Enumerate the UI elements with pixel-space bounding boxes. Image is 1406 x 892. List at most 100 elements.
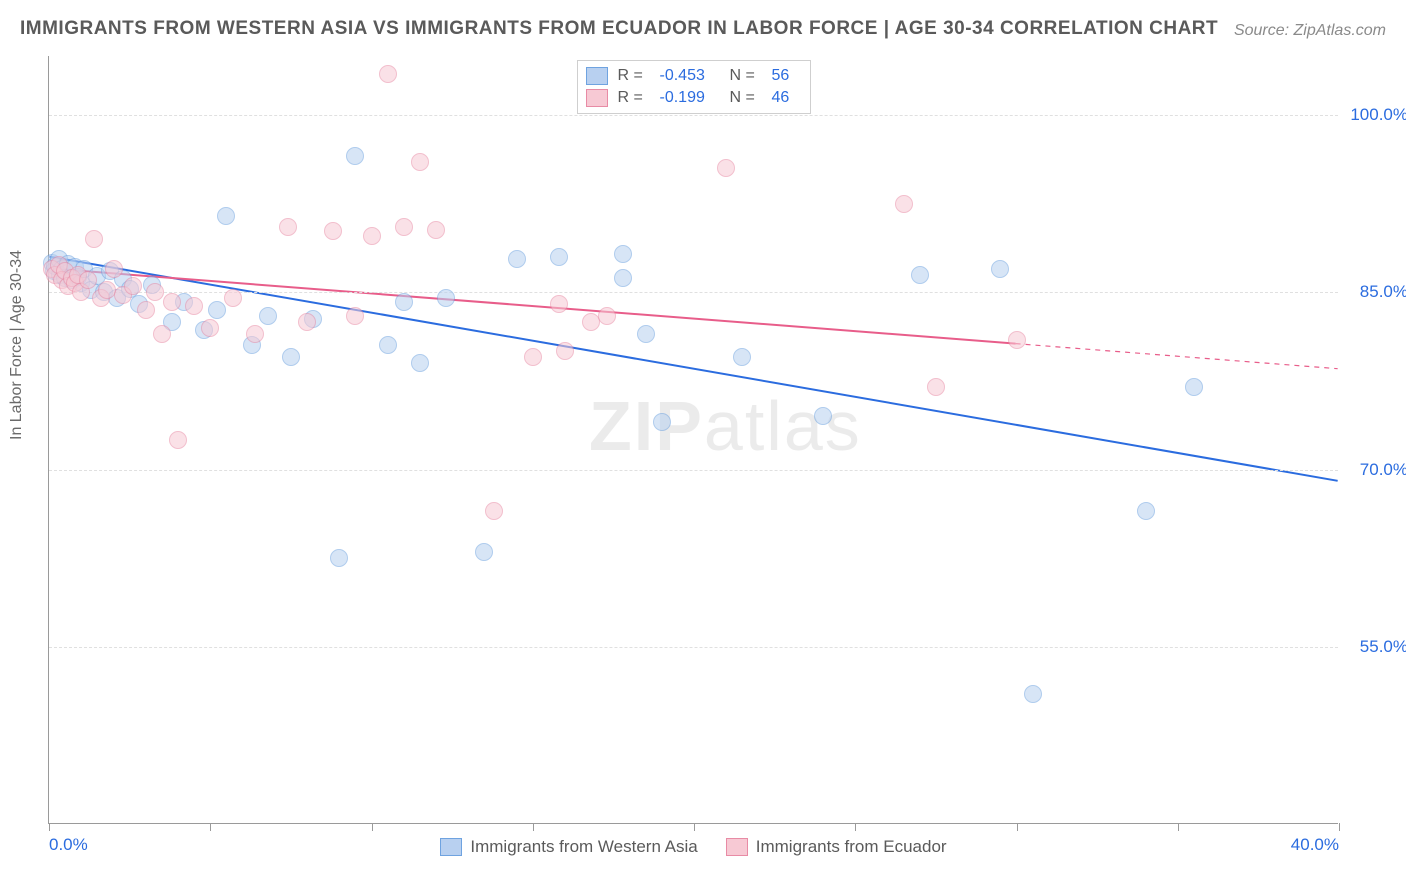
legend-stat-row: R = -0.453 N = 56 [586, 65, 802, 87]
x-tick [1178, 823, 1179, 831]
x-tick [1017, 823, 1018, 831]
scatter-point [137, 301, 155, 319]
x-tick [49, 823, 50, 831]
scatter-point [395, 218, 413, 236]
legend-swatch [586, 89, 608, 107]
scatter-point [524, 348, 542, 366]
scatter-point [363, 227, 381, 245]
scatter-point [733, 348, 751, 366]
scatter-point [550, 248, 568, 266]
gridline [49, 470, 1338, 471]
scatter-point [614, 245, 632, 263]
scatter-point [163, 293, 181, 311]
n-value: 56 [772, 65, 802, 87]
scatter-point [411, 354, 429, 372]
gridline [49, 115, 1338, 116]
scatter-point [346, 147, 364, 165]
scatter-point [895, 195, 913, 213]
correlation-legend: R = -0.453 N = 56 R = -0.199 N = 46 [577, 60, 811, 114]
scatter-point [346, 307, 364, 325]
scatter-point [411, 153, 429, 171]
legend-label: Immigrants from Western Asia [470, 837, 697, 857]
scatter-point [485, 502, 503, 520]
scatter-point [1008, 331, 1026, 349]
scatter-point [475, 543, 493, 561]
scatter-point [224, 289, 242, 307]
scatter-point [814, 407, 832, 425]
trend-lines [49, 56, 1338, 823]
r-value: -0.453 [660, 65, 720, 87]
source-label: Source: [1234, 22, 1289, 39]
chart-title: IMMIGRANTS FROM WESTERN ASIA VS IMMIGRAN… [20, 18, 1218, 40]
x-tick-label: 40.0% [1291, 835, 1339, 855]
scatter-point [217, 207, 235, 225]
scatter-point [927, 378, 945, 396]
scatter-point [324, 222, 342, 240]
scatter-point [653, 413, 671, 431]
scatter-point [105, 260, 123, 278]
scatter-point [1137, 502, 1155, 520]
scatter-point [637, 325, 655, 343]
trend-line [49, 257, 1337, 481]
legend-swatch [440, 838, 462, 856]
scatter-point [279, 218, 297, 236]
r-label: R = [618, 87, 650, 109]
scatter-point [169, 431, 187, 449]
scatter-point [124, 277, 142, 295]
source-name: ZipAtlas.com [1294, 22, 1386, 39]
trend-line-dashed [1016, 344, 1338, 369]
n-value: 46 [772, 87, 802, 109]
x-tick [1339, 823, 1340, 831]
y-axis-label: In Labor Force | Age 30-34 [8, 250, 26, 440]
scatter-point [911, 266, 929, 284]
scatter-point [259, 307, 277, 325]
scatter-point [379, 336, 397, 354]
y-tick-label: 55.0% [1360, 637, 1406, 657]
r-value: -0.199 [660, 87, 720, 109]
scatter-point [556, 342, 574, 360]
scatter-point [146, 283, 164, 301]
scatter-point [185, 297, 203, 315]
scatter-point [427, 221, 445, 239]
legend-label: Immigrants from Ecuador [756, 837, 947, 857]
scatter-point [85, 230, 103, 248]
y-tick-label: 85.0% [1360, 282, 1406, 302]
y-tick-label: 100.0% [1350, 105, 1406, 125]
plot-area: ZIPatlas R =-0.453N =56R =-0.199N =46 Im… [48, 56, 1338, 824]
legend-item: Immigrants from Ecuador [726, 837, 947, 857]
x-tick [372, 823, 373, 831]
x-tick [855, 823, 856, 831]
x-tick [694, 823, 695, 831]
scatter-point [717, 159, 735, 177]
scatter-point [330, 549, 348, 567]
legend-swatch [726, 838, 748, 856]
gridline [49, 647, 1338, 648]
scatter-point [153, 325, 171, 343]
scatter-point [1024, 685, 1042, 703]
scatter-point [379, 65, 397, 83]
gridline [49, 292, 1338, 293]
scatter-point [298, 313, 316, 331]
scatter-point [614, 269, 632, 287]
scatter-point [508, 250, 526, 268]
x-tick-label: 0.0% [49, 835, 88, 855]
scatter-point [79, 271, 97, 289]
n-label: N = [730, 65, 762, 87]
scatter-point [246, 325, 264, 343]
r-label: R = [618, 65, 650, 87]
scatter-point [201, 319, 219, 337]
scatter-point [282, 348, 300, 366]
scatter-point [991, 260, 1009, 278]
scatter-point [437, 289, 455, 307]
scatter-point [598, 307, 616, 325]
scatter-point [208, 301, 226, 319]
y-tick-label: 70.0% [1360, 460, 1406, 480]
scatter-point [395, 293, 413, 311]
scatter-point [550, 295, 568, 313]
n-label: N = [730, 87, 762, 109]
x-tick [210, 823, 211, 831]
legend-item: Immigrants from Western Asia [440, 837, 697, 857]
scatter-point [1185, 378, 1203, 396]
legend-swatch [586, 67, 608, 85]
series-legend: Immigrants from Western Asia Immigrants f… [49, 837, 1338, 857]
